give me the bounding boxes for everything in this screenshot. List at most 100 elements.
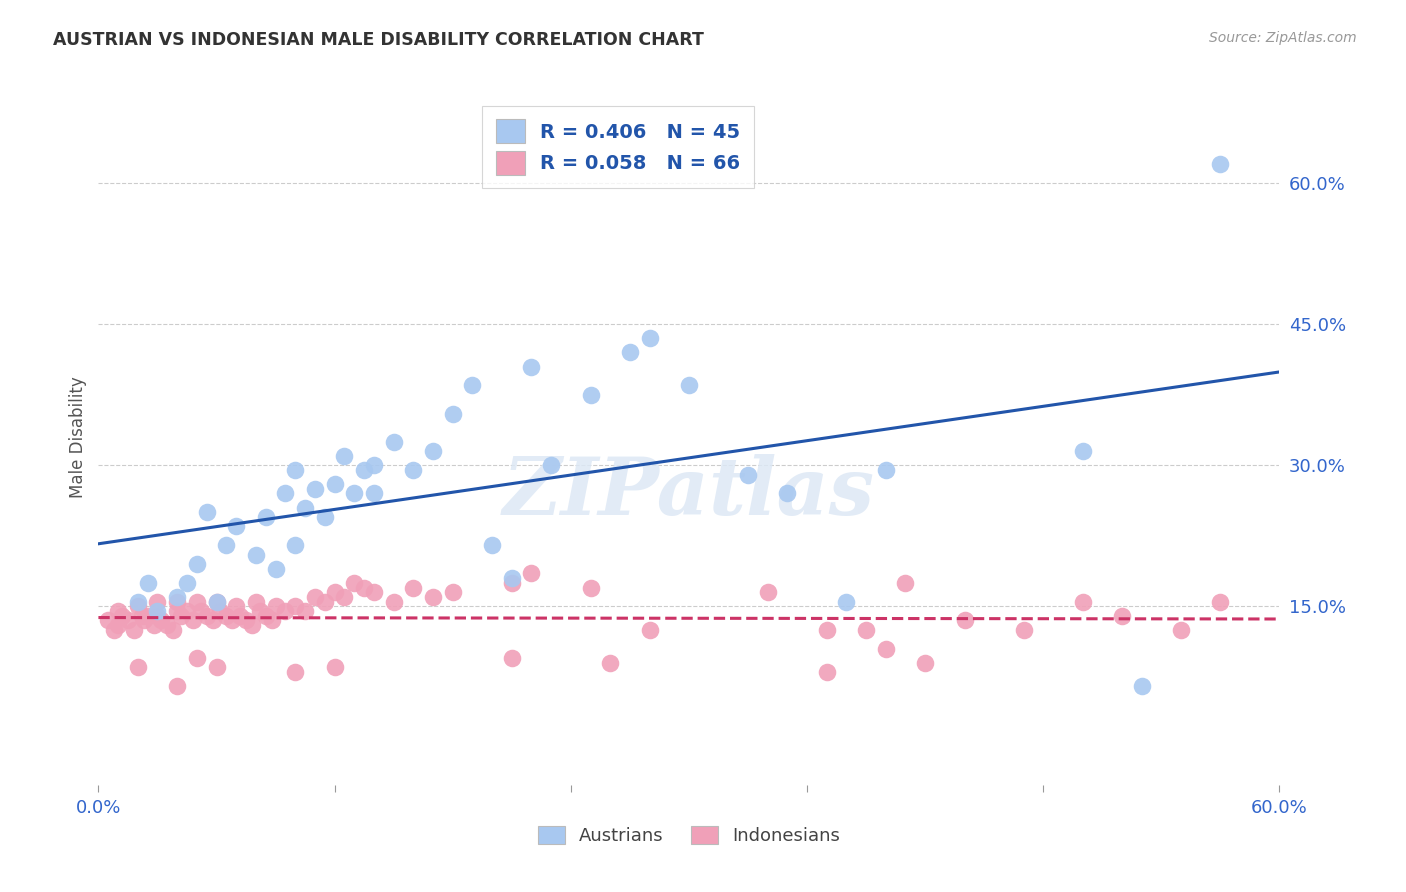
- Point: [363, 458, 385, 473]
- Point: [162, 623, 184, 637]
- Point: [176, 575, 198, 590]
- Point: [245, 548, 267, 562]
- Point: [97, 614, 120, 628]
- Point: [619, 345, 641, 359]
- Point: [136, 575, 159, 590]
- Point: [215, 608, 238, 623]
- Y-axis label: Male Disability: Male Disability: [69, 376, 87, 498]
- Point: [284, 463, 307, 477]
- Point: [205, 594, 228, 608]
- Point: [235, 614, 257, 628]
- Point: [249, 604, 271, 618]
- Point: [1209, 594, 1232, 608]
- Point: [294, 604, 316, 618]
- Point: [756, 585, 779, 599]
- Point: [127, 660, 149, 674]
- Legend: Austrians, Indonesians: Austrians, Indonesians: [530, 819, 848, 853]
- Point: [176, 604, 198, 618]
- Point: [166, 590, 188, 604]
- Point: [103, 623, 125, 637]
- Point: [150, 614, 173, 628]
- Point: [304, 590, 326, 604]
- Point: [284, 665, 307, 680]
- Point: [132, 614, 155, 628]
- Point: [215, 538, 238, 552]
- Point: [170, 608, 193, 623]
- Point: [1012, 623, 1035, 637]
- Point: [323, 585, 346, 599]
- Point: [166, 604, 188, 618]
- Point: [579, 388, 602, 402]
- Point: [875, 641, 897, 656]
- Point: [835, 594, 858, 608]
- Point: [225, 519, 247, 533]
- Point: [540, 458, 562, 473]
- Point: [107, 604, 129, 618]
- Point: [382, 594, 405, 608]
- Point: [422, 444, 444, 458]
- Point: [1130, 679, 1153, 693]
- Point: [422, 590, 444, 604]
- Point: [333, 590, 356, 604]
- Point: [136, 608, 159, 623]
- Point: [127, 594, 149, 608]
- Point: [343, 575, 366, 590]
- Point: [107, 618, 129, 632]
- Point: [815, 623, 838, 637]
- Point: [284, 538, 307, 552]
- Point: [156, 618, 179, 632]
- Point: [678, 378, 700, 392]
- Point: [264, 562, 287, 576]
- Point: [1111, 608, 1133, 623]
- Point: [481, 538, 503, 552]
- Point: [294, 500, 316, 515]
- Point: [146, 608, 169, 623]
- Point: [146, 594, 169, 608]
- Point: [190, 604, 212, 618]
- Point: [201, 614, 224, 628]
- Point: [1071, 594, 1094, 608]
- Point: [363, 486, 385, 500]
- Point: [323, 477, 346, 491]
- Point: [1170, 623, 1192, 637]
- Point: [875, 463, 897, 477]
- Text: AUSTRIAN VS INDONESIAN MALE DISABILITY CORRELATION CHART: AUSTRIAN VS INDONESIAN MALE DISABILITY C…: [53, 31, 704, 49]
- Point: [117, 614, 139, 628]
- Point: [855, 623, 877, 637]
- Point: [501, 651, 523, 665]
- Point: [186, 557, 208, 571]
- Point: [501, 575, 523, 590]
- Point: [323, 660, 346, 674]
- Point: [142, 618, 165, 632]
- Point: [264, 599, 287, 614]
- Point: [186, 594, 208, 608]
- Text: ZIPatlas: ZIPatlas: [503, 454, 875, 532]
- Point: [186, 651, 208, 665]
- Point: [127, 599, 149, 614]
- Point: [737, 467, 759, 482]
- Point: [638, 623, 661, 637]
- Point: [402, 581, 425, 595]
- Point: [353, 463, 375, 477]
- Point: [894, 575, 917, 590]
- Point: [776, 486, 799, 500]
- Point: [363, 585, 385, 599]
- Point: [229, 608, 252, 623]
- Point: [166, 594, 188, 608]
- Point: [638, 331, 661, 345]
- Point: [520, 566, 543, 581]
- Point: [274, 486, 297, 500]
- Point: [181, 614, 204, 628]
- Point: [254, 510, 277, 524]
- Point: [195, 505, 218, 519]
- Point: [501, 571, 523, 585]
- Point: [274, 604, 297, 618]
- Point: [240, 618, 263, 632]
- Point: [353, 581, 375, 595]
- Point: [225, 599, 247, 614]
- Point: [1209, 157, 1232, 171]
- Point: [1071, 444, 1094, 458]
- Point: [122, 623, 145, 637]
- Point: [166, 679, 188, 693]
- Point: [402, 463, 425, 477]
